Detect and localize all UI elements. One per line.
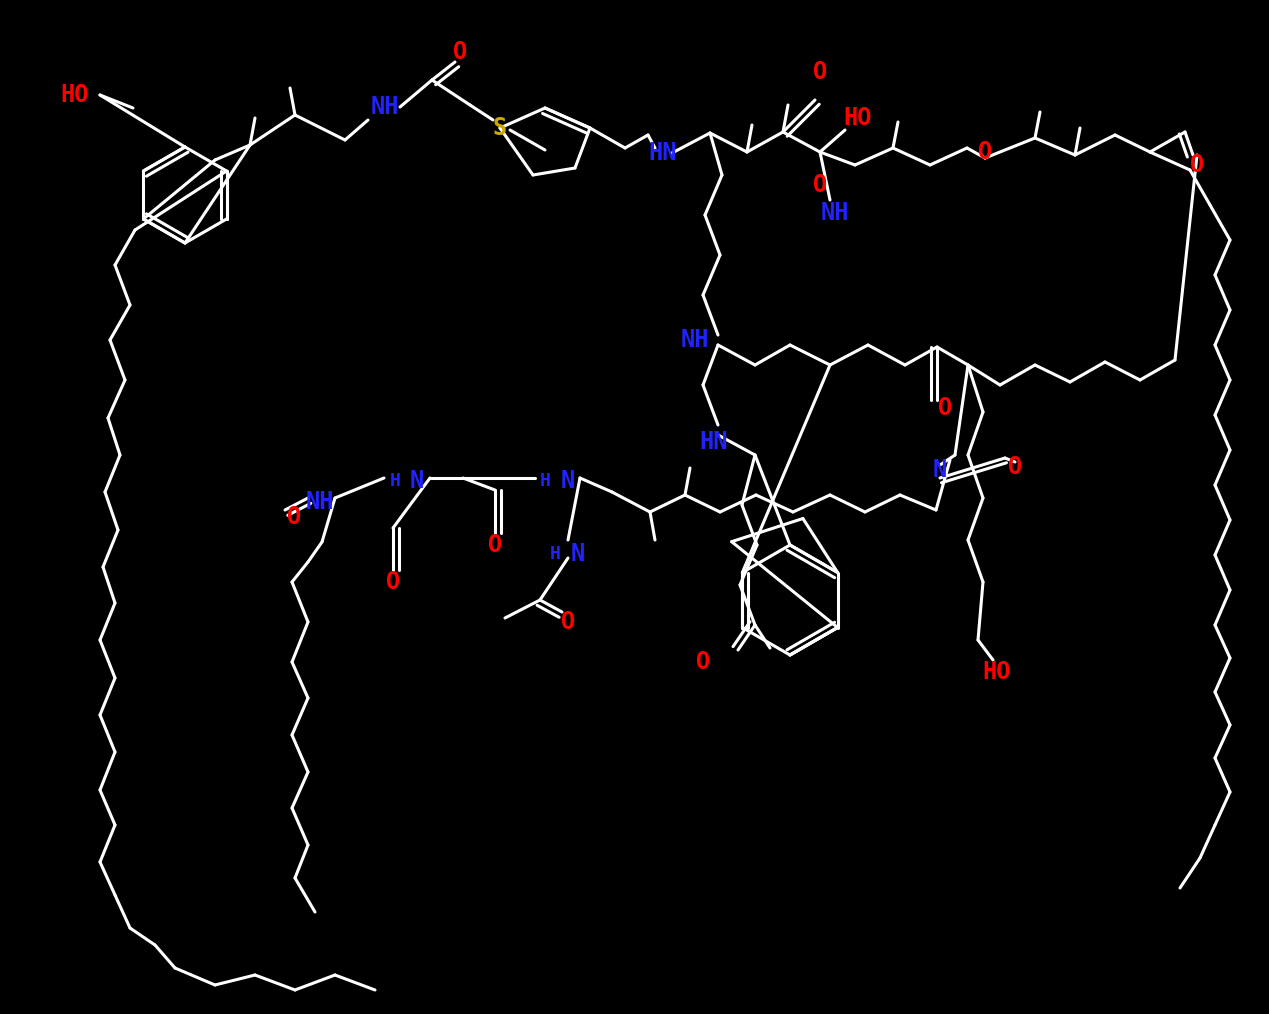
Text: O: O	[287, 505, 301, 529]
Text: O: O	[561, 610, 575, 634]
Text: HN: HN	[648, 141, 678, 165]
Text: O: O	[695, 650, 711, 674]
Text: O: O	[487, 533, 503, 557]
Text: HO: HO	[982, 660, 1011, 684]
Text: NH: NH	[371, 95, 400, 119]
Text: H: H	[539, 472, 551, 490]
Text: HO: HO	[844, 106, 872, 130]
Text: HO: HO	[61, 83, 89, 107]
Text: O: O	[978, 140, 992, 164]
Text: S: S	[492, 116, 508, 140]
Text: N: N	[410, 469, 424, 493]
Text: N: N	[571, 542, 585, 566]
Text: O: O	[1190, 153, 1204, 177]
Text: HN: HN	[699, 430, 728, 454]
Text: N: N	[561, 469, 575, 493]
Text: O: O	[938, 396, 952, 420]
Text: O: O	[453, 40, 467, 64]
Text: H: H	[390, 472, 401, 490]
Text: O: O	[813, 173, 827, 197]
Text: NH: NH	[680, 328, 709, 352]
Text: O: O	[386, 570, 400, 594]
Text: O: O	[813, 60, 827, 84]
Text: NH: NH	[821, 201, 849, 225]
Text: O: O	[1008, 455, 1022, 479]
Text: NH: NH	[306, 490, 334, 514]
Text: N: N	[933, 458, 947, 482]
Text: H: H	[549, 545, 561, 563]
